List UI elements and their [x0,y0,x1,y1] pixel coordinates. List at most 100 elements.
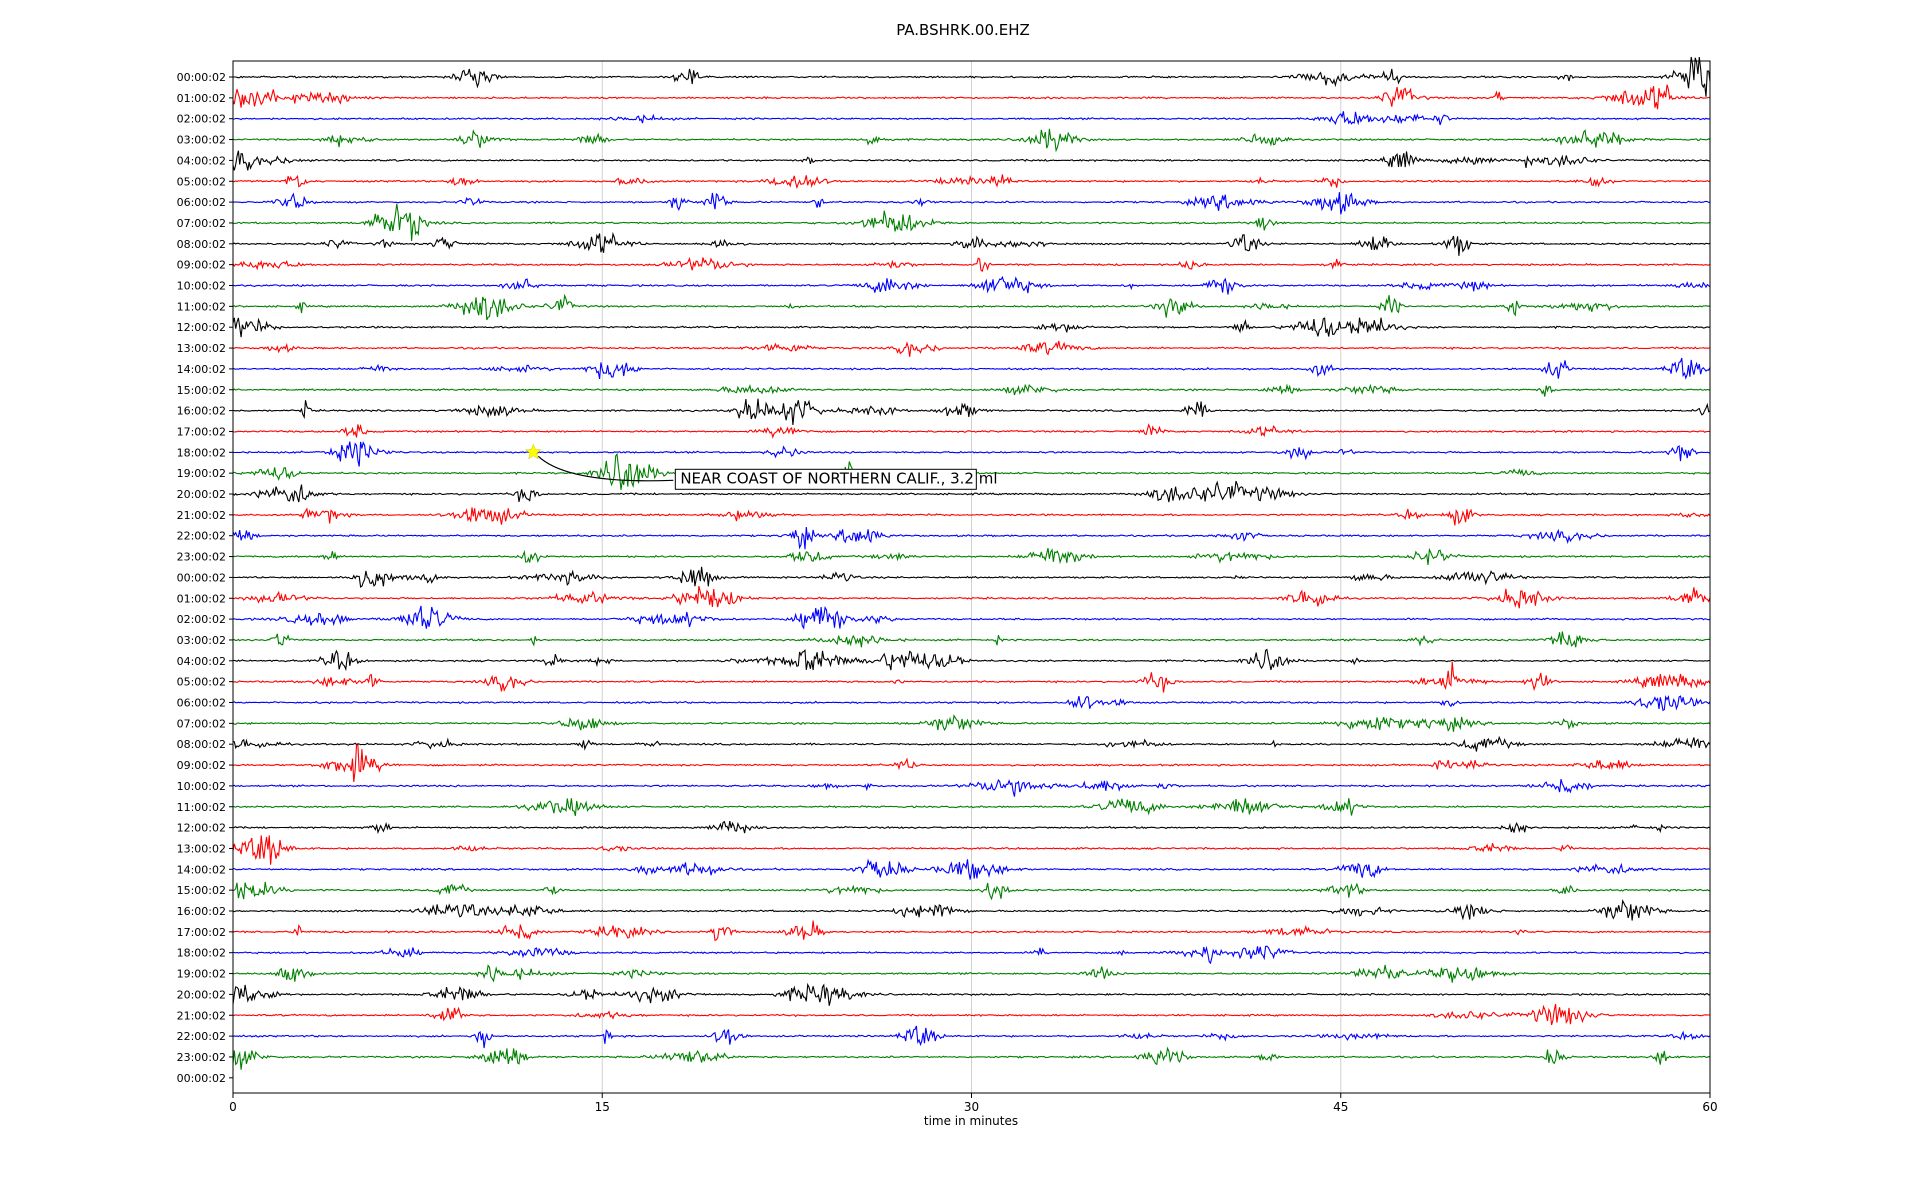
hour-label: 16:00:02 [177,405,226,418]
trace-line [232,56,1711,97]
hour-label: 13:00:02 [177,842,226,855]
hour-label: 06:00:02 [177,697,226,710]
hour-label: 04:00:02 [177,154,226,167]
trace-line [232,111,1711,126]
hour-label: 19:00:02 [177,968,226,981]
trace-line [232,661,1711,693]
trace-line [233,744,1711,783]
hour-label: 23:00:02 [177,551,226,564]
hour-label: 05:00:02 [177,676,226,689]
hour-label: 09:00:02 [177,759,226,772]
hour-label: 19:00:02 [177,467,226,480]
hour-label: 02:00:02 [177,613,226,626]
trace-line [232,317,1711,338]
hour-label: 12:00:02 [177,822,226,835]
hour-label: 03:00:02 [177,634,226,647]
hour-label: 02:00:02 [177,113,226,126]
trace-line [232,293,1711,321]
hour-label: 00:00:02 [177,71,226,84]
hour-label: 01:00:02 [177,592,226,605]
trace-line [232,507,1711,526]
trace-line [232,820,1711,835]
trace-line [232,84,1711,110]
trace-line [232,423,1711,439]
trace-line [232,480,1711,503]
hour-label: 18:00:02 [177,947,226,960]
hour-label: 15:00:02 [177,384,226,397]
hour-label: 03:00:02 [177,134,226,147]
trace-line [232,881,1711,901]
hour-label: 08:00:02 [177,238,226,251]
hour-label: 14:00:02 [177,363,226,376]
trace-line [232,383,1711,397]
trace-line [232,835,1711,865]
hour-label: 17:00:02 [177,926,226,939]
trace-line [232,357,1711,380]
hour-label: 17:00:02 [177,425,226,438]
hour-label: 08:00:02 [177,738,226,751]
hour-label: 06:00:02 [177,196,226,209]
trace-line [232,203,1711,242]
trace-line [232,714,1711,732]
hour-label: 13:00:02 [177,342,226,355]
trace-line [232,340,1711,357]
trace-line [232,192,1711,215]
trace-line [232,735,1711,752]
chart-title: PA.BSHRK.00.EHZ [896,21,1030,39]
hour-label: 22:00:02 [177,1030,226,1043]
trace-line [232,920,1711,942]
trace-line [232,174,1711,190]
hour-label: 00:00:02 [177,1072,226,1085]
trace-line [233,585,1711,609]
trace-line [232,1046,1711,1070]
hour-label: 15:00:02 [177,884,226,897]
trace-line [232,945,1710,965]
trace-line [232,648,1711,672]
x-axis-label: time in minutes [924,1114,1018,1128]
event-arrow [537,455,674,482]
x-tick-label: 60 [1702,1100,1717,1114]
trace-line [232,964,1711,983]
x-tick-label: 15 [595,1100,610,1114]
hour-label: 05:00:02 [177,175,226,188]
hour-label: 07:00:02 [177,217,226,230]
hour-label: 23:00:02 [177,1051,226,1064]
trace-line [232,695,1711,712]
hour-label: 00:00:02 [177,571,226,584]
trace-line [232,150,1711,171]
trace-line [232,398,1711,425]
hour-label: 11:00:02 [177,801,226,814]
trace-line [232,547,1711,565]
trace-line [232,631,1711,648]
hour-label: 10:00:02 [177,280,226,293]
trace-line [232,605,1711,630]
event-label-box [674,468,977,490]
trace-line [232,275,1711,295]
hour-label: 21:00:02 [177,1009,226,1022]
hour-label: 01:00:02 [177,92,226,105]
hour-label: 04:00:02 [177,655,226,668]
hour-label: 14:00:02 [177,863,226,876]
hour-label: 20:00:02 [177,988,226,1001]
x-axis-ticks: 0 15 30 45 60 [229,1093,1718,1114]
x-tick-label: 45 [1333,1100,1348,1114]
hour-label: 12:00:02 [177,321,226,334]
trace-line [233,798,1711,816]
trace-line [232,566,1711,588]
event-label: NEAR COAST OF NORTHERN CALIF., 3.2 ml [680,469,997,487]
hour-label: 18:00:02 [177,446,226,459]
x-tick-label: 30 [964,1100,979,1114]
hour-label: 11:00:02 [177,300,226,313]
trace-line [232,1003,1711,1026]
trace-line [232,128,1711,153]
x-tick-label: 0 [229,1100,237,1114]
hour-label: 21:00:02 [177,509,226,522]
hour-label: 10:00:02 [177,780,226,793]
hour-label: 16:00:02 [177,905,226,918]
hour-label: 20:00:02 [177,488,226,501]
hour-label: 07:00:02 [177,717,226,730]
event-annotation: NEAR COAST OF NORTHERN CALIF., 3.2 ml [525,443,998,490]
trace-line [232,231,1711,256]
trace-line [232,779,1711,797]
